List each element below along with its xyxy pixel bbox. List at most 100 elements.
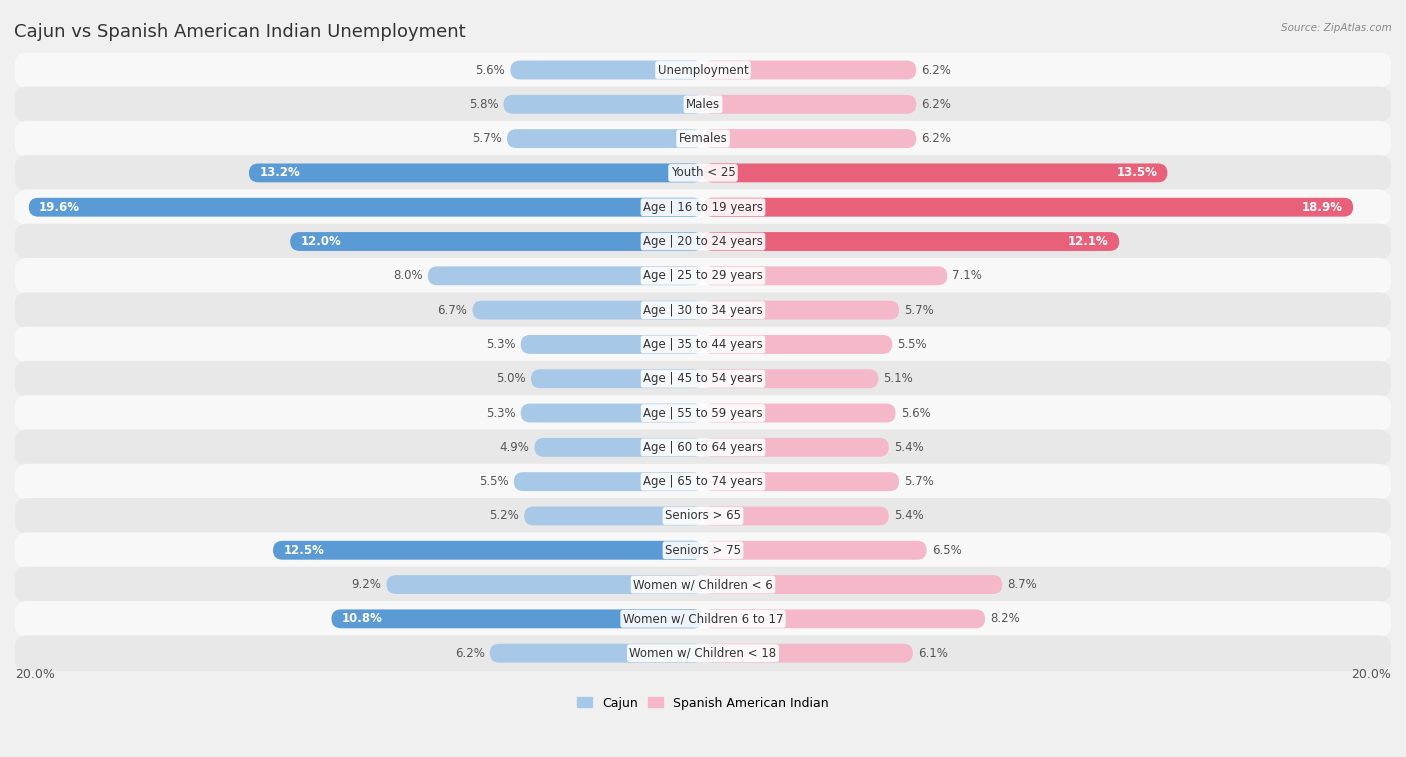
FancyBboxPatch shape	[703, 369, 879, 388]
Text: 8.0%: 8.0%	[394, 269, 423, 282]
FancyBboxPatch shape	[703, 609, 986, 628]
Text: 5.3%: 5.3%	[486, 407, 516, 419]
FancyBboxPatch shape	[703, 129, 917, 148]
FancyBboxPatch shape	[489, 643, 703, 662]
FancyBboxPatch shape	[703, 95, 917, 114]
FancyBboxPatch shape	[520, 335, 703, 354]
Text: Women w/ Children < 6: Women w/ Children < 6	[633, 578, 773, 591]
FancyBboxPatch shape	[472, 301, 703, 319]
Text: 6.1%: 6.1%	[918, 646, 948, 659]
FancyBboxPatch shape	[290, 232, 703, 251]
FancyBboxPatch shape	[387, 575, 703, 594]
FancyBboxPatch shape	[508, 129, 703, 148]
FancyBboxPatch shape	[703, 335, 893, 354]
FancyBboxPatch shape	[703, 540, 927, 559]
FancyBboxPatch shape	[14, 121, 1392, 157]
FancyBboxPatch shape	[703, 643, 912, 662]
FancyBboxPatch shape	[534, 438, 703, 456]
FancyBboxPatch shape	[520, 403, 703, 422]
Text: 5.6%: 5.6%	[475, 64, 505, 76]
Text: 6.2%: 6.2%	[454, 646, 485, 659]
Text: 19.6%: 19.6%	[39, 201, 80, 213]
Text: 10.8%: 10.8%	[342, 612, 382, 625]
FancyBboxPatch shape	[14, 86, 1392, 122]
Text: Age | 65 to 74 years: Age | 65 to 74 years	[643, 475, 763, 488]
Text: Females: Females	[679, 132, 727, 145]
FancyBboxPatch shape	[14, 292, 1392, 328]
Text: 5.1%: 5.1%	[883, 372, 914, 385]
Text: 12.1%: 12.1%	[1069, 235, 1109, 248]
Text: 5.5%: 5.5%	[897, 338, 927, 351]
FancyBboxPatch shape	[703, 198, 1353, 217]
FancyBboxPatch shape	[703, 403, 896, 422]
Text: 9.2%: 9.2%	[352, 578, 381, 591]
FancyBboxPatch shape	[703, 506, 889, 525]
Text: Age | 35 to 44 years: Age | 35 to 44 years	[643, 338, 763, 351]
FancyBboxPatch shape	[14, 464, 1392, 500]
FancyBboxPatch shape	[510, 61, 703, 79]
FancyBboxPatch shape	[703, 472, 898, 491]
Text: 18.9%: 18.9%	[1302, 201, 1343, 213]
FancyBboxPatch shape	[14, 601, 1392, 637]
FancyBboxPatch shape	[14, 429, 1392, 465]
FancyBboxPatch shape	[14, 223, 1392, 260]
Text: 8.2%: 8.2%	[990, 612, 1019, 625]
Text: Age | 25 to 29 years: Age | 25 to 29 years	[643, 269, 763, 282]
Text: 12.0%: 12.0%	[301, 235, 342, 248]
Text: Seniors > 75: Seniors > 75	[665, 544, 741, 556]
FancyBboxPatch shape	[14, 532, 1392, 568]
Text: 5.0%: 5.0%	[496, 372, 526, 385]
FancyBboxPatch shape	[14, 395, 1392, 431]
Text: Age | 45 to 54 years: Age | 45 to 54 years	[643, 372, 763, 385]
Text: 6.2%: 6.2%	[921, 132, 952, 145]
Text: Unemployment: Unemployment	[658, 64, 748, 76]
FancyBboxPatch shape	[14, 258, 1392, 294]
Text: 6.5%: 6.5%	[932, 544, 962, 556]
Text: 5.6%: 5.6%	[901, 407, 931, 419]
Text: Cajun vs Spanish American Indian Unemployment: Cajun vs Spanish American Indian Unemplo…	[14, 23, 465, 41]
Text: 6.2%: 6.2%	[921, 64, 952, 76]
Text: Source: ZipAtlas.com: Source: ZipAtlas.com	[1281, 23, 1392, 33]
Text: Age | 60 to 64 years: Age | 60 to 64 years	[643, 441, 763, 454]
Text: 5.7%: 5.7%	[472, 132, 502, 145]
Text: Youth < 25: Youth < 25	[671, 167, 735, 179]
Text: 13.5%: 13.5%	[1116, 167, 1157, 179]
Text: 20.0%: 20.0%	[1351, 668, 1391, 681]
Text: 5.7%: 5.7%	[904, 304, 934, 316]
FancyBboxPatch shape	[273, 540, 703, 559]
Text: 4.9%: 4.9%	[499, 441, 529, 454]
Text: 7.1%: 7.1%	[952, 269, 983, 282]
FancyBboxPatch shape	[14, 155, 1392, 191]
FancyBboxPatch shape	[513, 472, 703, 491]
Text: 5.4%: 5.4%	[894, 509, 924, 522]
Text: 5.7%: 5.7%	[904, 475, 934, 488]
Text: 6.7%: 6.7%	[437, 304, 467, 316]
FancyBboxPatch shape	[14, 567, 1392, 603]
Text: Women w/ Children < 18: Women w/ Children < 18	[630, 646, 776, 659]
Text: Women w/ Children 6 to 17: Women w/ Children 6 to 17	[623, 612, 783, 625]
Text: 8.7%: 8.7%	[1008, 578, 1038, 591]
FancyBboxPatch shape	[14, 189, 1392, 225]
FancyBboxPatch shape	[703, 61, 917, 79]
Legend: Cajun, Spanish American Indian: Cajun, Spanish American Indian	[572, 692, 834, 715]
Text: Age | 16 to 19 years: Age | 16 to 19 years	[643, 201, 763, 213]
Text: Seniors > 65: Seniors > 65	[665, 509, 741, 522]
Text: 5.4%: 5.4%	[894, 441, 924, 454]
Text: 12.5%: 12.5%	[284, 544, 325, 556]
Text: 13.2%: 13.2%	[259, 167, 299, 179]
FancyBboxPatch shape	[249, 164, 703, 182]
FancyBboxPatch shape	[531, 369, 703, 388]
FancyBboxPatch shape	[14, 635, 1392, 671]
FancyBboxPatch shape	[524, 506, 703, 525]
FancyBboxPatch shape	[14, 52, 1392, 88]
Text: Age | 30 to 34 years: Age | 30 to 34 years	[643, 304, 763, 316]
FancyBboxPatch shape	[703, 438, 889, 456]
FancyBboxPatch shape	[14, 498, 1392, 534]
FancyBboxPatch shape	[703, 575, 1002, 594]
Text: Age | 20 to 24 years: Age | 20 to 24 years	[643, 235, 763, 248]
FancyBboxPatch shape	[703, 164, 1167, 182]
Text: Age | 55 to 59 years: Age | 55 to 59 years	[643, 407, 763, 419]
Text: 5.3%: 5.3%	[486, 338, 516, 351]
Text: 5.5%: 5.5%	[479, 475, 509, 488]
FancyBboxPatch shape	[503, 95, 703, 114]
